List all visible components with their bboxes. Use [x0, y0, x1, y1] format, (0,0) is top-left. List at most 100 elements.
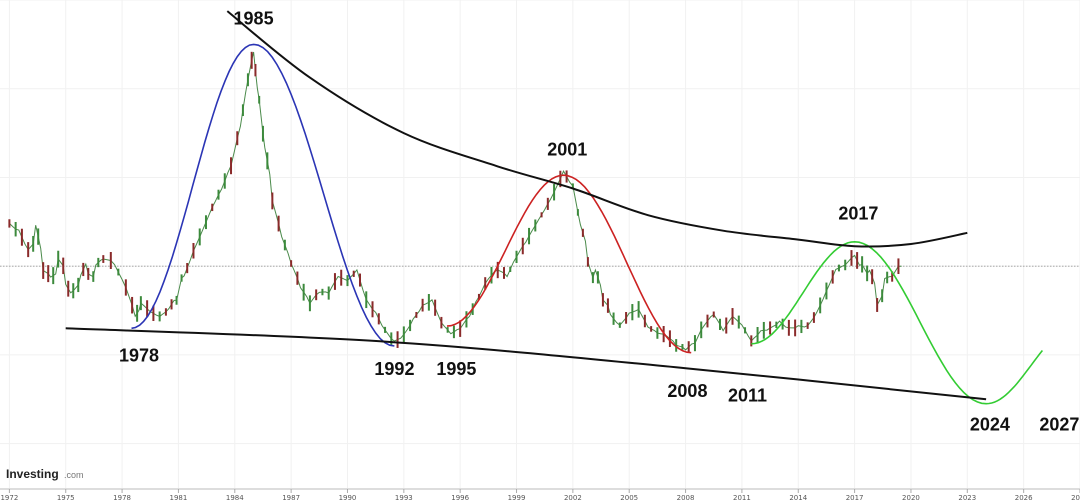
price-candle — [806, 322, 809, 329]
price-candle — [866, 265, 869, 282]
price-candle — [775, 321, 778, 329]
price-candle — [308, 295, 311, 312]
price-candle — [8, 219, 11, 228]
x-tick-label: 2002 — [564, 494, 582, 502]
price-candle — [744, 327, 747, 334]
x-tick-label: 1984 — [226, 494, 244, 502]
price-candle — [346, 275, 349, 287]
year-annotations: 1985 2001 2017 1978 1992 1995 2008 2011 2024 2027 — [119, 8, 1079, 434]
price-candle — [496, 261, 499, 279]
price-candle — [886, 271, 889, 284]
x-tick-label: 1990 — [339, 494, 357, 502]
price-candle — [831, 270, 834, 284]
price-candle — [687, 341, 690, 353]
price-candle — [618, 322, 621, 328]
price-candle — [42, 262, 45, 279]
price-candle — [576, 209, 579, 216]
x-tick-label: 2026 — [1015, 494, 1033, 502]
price-candle — [97, 257, 100, 268]
price-candle — [612, 312, 615, 325]
price-candle — [637, 301, 640, 318]
price-candle — [254, 63, 257, 77]
x-tick-label: 1987 — [282, 494, 300, 502]
price-candle — [534, 219, 537, 232]
x-tick-label: 1978 — [113, 494, 131, 502]
price-candle — [503, 267, 505, 279]
price-candle — [871, 269, 874, 285]
price-candle — [164, 308, 167, 316]
price-candle — [794, 319, 797, 337]
price-candle — [124, 279, 127, 296]
price-candle — [223, 173, 226, 189]
price-candle — [20, 228, 23, 246]
year-annotation: 2008 — [667, 381, 707, 401]
price-candle — [681, 344, 684, 350]
x-tick-label: 2005 — [620, 494, 638, 502]
price-candle — [109, 252, 112, 269]
price-candle — [250, 51, 253, 69]
price-candle — [87, 267, 90, 280]
cycle-curve-2 — [446, 174, 692, 354]
x-tick-label: 2023 — [958, 494, 976, 502]
year-annotation: 2027 — [1039, 414, 1079, 434]
price-candle — [856, 252, 859, 269]
price-candle — [452, 325, 455, 339]
upper-trend-line — [226, 10, 968, 248]
x-tick-label: 2011 — [733, 494, 751, 502]
price-candle — [390, 332, 393, 346]
year-annotation: 2011 — [728, 385, 767, 405]
price-candle — [32, 235, 35, 252]
x-tick-label: 1972 — [0, 494, 18, 502]
price-candle — [631, 304, 634, 321]
price-candle — [459, 320, 462, 337]
price-candle — [781, 318, 784, 330]
price-candle — [465, 311, 468, 328]
price-candle — [204, 215, 207, 230]
price-candle — [490, 266, 493, 284]
price-candle — [246, 73, 249, 87]
cycle-curves — [131, 43, 1044, 405]
price-candle — [321, 288, 324, 296]
x-tick-label: 1999 — [508, 494, 526, 502]
price-candle — [27, 242, 30, 258]
year-annotation: 1985 — [234, 8, 274, 28]
price-candle — [186, 263, 189, 274]
price-candle — [365, 291, 368, 309]
price-candle — [57, 250, 60, 268]
price-candle — [606, 298, 609, 313]
price-candle — [762, 321, 765, 339]
price-candle — [14, 221, 17, 237]
price-candle — [601, 293, 604, 307]
price-candle — [415, 312, 418, 318]
price-candle — [446, 327, 449, 333]
price-candle — [67, 280, 70, 297]
price-candle — [352, 270, 355, 277]
price-candle — [131, 296, 134, 314]
price-candle — [819, 297, 822, 314]
x-tick-label: 1996 — [451, 494, 469, 502]
price-candle — [769, 321, 772, 335]
price-candle — [340, 269, 343, 286]
price-candle — [675, 339, 678, 352]
price-candle — [72, 283, 75, 299]
year-annotation: 2024 — [970, 414, 1010, 434]
price-candle — [409, 319, 412, 332]
price-candle — [515, 250, 518, 264]
price-candle — [787, 319, 790, 336]
price-candle — [540, 212, 543, 218]
price-candle — [327, 286, 330, 300]
price-candle — [861, 256, 864, 273]
price-candle — [643, 314, 646, 328]
price-candle — [559, 170, 562, 188]
price-candle — [283, 239, 286, 251]
price-candle — [700, 321, 703, 339]
price-candle — [241, 104, 244, 117]
price-candle — [706, 314, 709, 328]
price-candle — [440, 316, 443, 329]
price-candle — [37, 228, 40, 245]
x-axis-ticks: 1972 1975 1978 1981 1984 1987 1990 1993 1996 1999… — [0, 489, 1080, 502]
price-candle — [290, 260, 293, 267]
price-candle — [434, 299, 437, 316]
